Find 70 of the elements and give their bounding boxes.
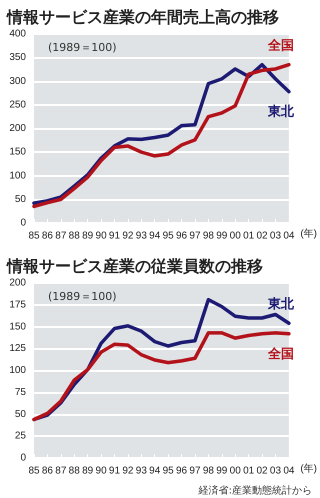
series-label: 東北 (266, 297, 295, 312)
y-tick-label: 0 (20, 218, 26, 228)
x-tick-label: 98 (202, 466, 214, 476)
x-tick-label: 88 (68, 466, 80, 476)
y-tick-label: 150 (9, 321, 26, 332)
x-tick-label: 03 (270, 466, 282, 476)
x-tick-label: 92 (122, 466, 134, 476)
y-tick-label: 150 (9, 146, 26, 158)
x-tick-label: 01 (243, 230, 255, 242)
x-tick-label: 89 (82, 230, 94, 242)
x-tick-label: 88 (68, 230, 80, 242)
y-tick-label: 100 (9, 365, 26, 376)
y-tick-label: 200 (9, 123, 26, 134)
y-tick-label: 250 (9, 99, 26, 110)
x-tick-label: 96 (176, 466, 188, 476)
x-tick-label: 93 (136, 230, 148, 242)
y-tick-label: 100 (9, 170, 26, 182)
x-tick-label: 95 (162, 466, 174, 476)
annotation: (1989＝100) (48, 41, 117, 54)
x-tick-label: 03 (270, 230, 282, 242)
x-tick-label: 97 (189, 230, 201, 242)
x-tick-label: 04 (283, 230, 295, 242)
y-tick-label: 200 (9, 278, 26, 288)
x-tick-label: 92 (122, 230, 134, 242)
x-tick-label: 85 (28, 466, 40, 476)
x-tick-label: 90 (96, 230, 108, 242)
y-tick-label: 50 (14, 408, 26, 420)
x-tick-label: 95 (162, 230, 174, 242)
y-tick-label: 50 (14, 194, 26, 205)
text: 経済省:産業動態統計から (198, 484, 312, 496)
y-tick-label: 350 (9, 52, 26, 64)
y-tick-label: 300 (9, 76, 26, 87)
x-tick-label: 85 (28, 230, 40, 242)
x-tick-label: 94 (149, 230, 161, 242)
y-tick-label: 400 (9, 28, 26, 40)
x-tick-label: 96 (176, 230, 188, 242)
x-tick-label: 91 (108, 230, 120, 242)
x-tick-label: 97 (189, 466, 201, 476)
x-tick-label: 90 (96, 466, 108, 476)
x-tick-label: 87 (55, 230, 67, 242)
series-label: 全国 (266, 38, 294, 54)
x-tick-label: 98 (202, 230, 214, 242)
x-tick-label: 99 (216, 230, 228, 242)
x-tick-label: 94 (149, 466, 161, 476)
x-tick-label: 02 (256, 466, 268, 476)
x-tick-label: 02 (256, 230, 268, 242)
y-tick-label: 25 (14, 430, 26, 442)
line-series (32, 331, 291, 422)
x-tick-label: 86 (42, 230, 54, 242)
x-tick-label: 00 (230, 230, 242, 242)
x-axis-title: (年) (300, 462, 318, 474)
y-tick-label: 0 (20, 452, 26, 464)
x-tick-label: 04 (283, 466, 295, 476)
y-tick-label: 125 (9, 343, 26, 354)
series-label: 東北 (266, 104, 295, 120)
x-tick-label: 89 (82, 466, 94, 476)
y-tick-label: 175 (9, 299, 26, 310)
chart-title: 情報サービス産業の従業員数の推移 (6, 256, 263, 276)
x-tick-label: 91 (108, 466, 120, 476)
x-tick-label: 87 (55, 466, 67, 476)
annotation: (1989＝100) (48, 290, 117, 303)
x-tick-label: 86 (42, 466, 54, 476)
x-axis-title: (年) (300, 228, 318, 240)
chart-title: 情報サービス産業の年間売上高の推移 (6, 8, 279, 26)
x-tick-label: 00 (230, 466, 242, 476)
x-tick-label: 01 (243, 466, 255, 476)
x-tick-label: 99 (216, 466, 228, 476)
y-tick-label: 75 (14, 386, 26, 398)
x-tick-label: 93 (136, 466, 148, 476)
series-label: 全国 (266, 346, 294, 362)
